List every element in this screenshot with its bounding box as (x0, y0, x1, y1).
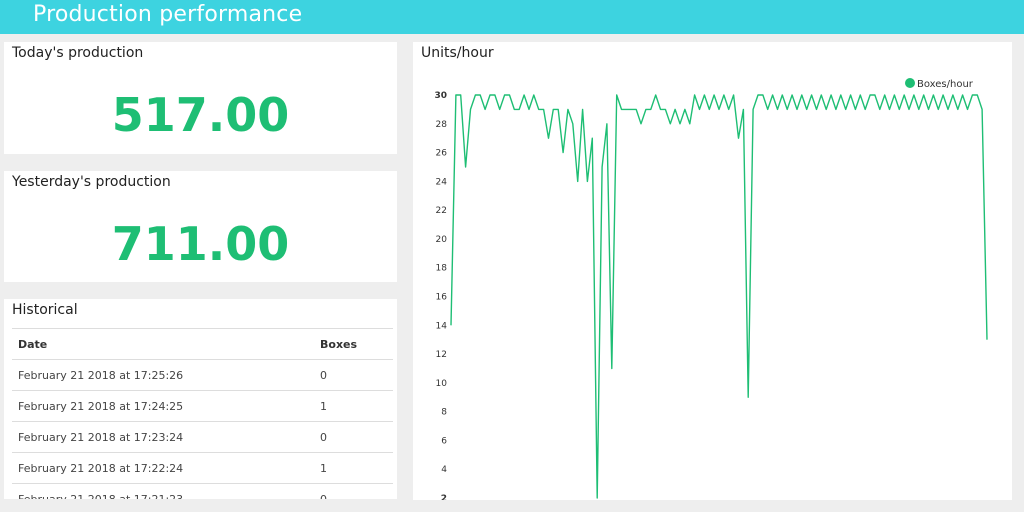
y-tick-label: 30 (434, 91, 447, 101)
chart-title: Units/hour (421, 45, 494, 61)
historical-table: Date Boxes February 21 2018 at 17:25:26 … (12, 328, 393, 499)
row-boxes: 1 (314, 390, 393, 422)
row-date: February 21 2018 at 17:23:24 (12, 421, 314, 453)
series-line-boxes-per-hour (450, 94, 988, 499)
row-date: February 21 2018 at 17:25:26 (12, 359, 314, 391)
header-bar: Production performance (0, 0, 1024, 34)
today-production-card: Today's production 517.00 (4, 42, 397, 154)
row-boxes: 0 (314, 421, 393, 453)
row-date: February 21 2018 at 17:24:25 (12, 390, 314, 422)
column-header-boxes: Boxes (314, 328, 393, 360)
y-tick-label: 26 (436, 149, 448, 159)
table-row: February 21 2018 at 17:25:26 0 (12, 359, 393, 391)
row-date: February 21 2018 at 17:21:23 (12, 483, 314, 499)
page-title: Production performance (33, 2, 303, 27)
y-tick-label: 8 (441, 408, 447, 418)
today-production-title: Today's production (12, 45, 144, 61)
y-tick-label: 14 (436, 321, 448, 331)
yesterday-production-title: Yesterday's production (12, 174, 171, 190)
y-tick-label: 12 (436, 350, 447, 360)
row-boxes: 0 (314, 359, 393, 391)
units-per-hour-chart: 30 28 26 24 22 20 18 16 14 12 10 8 6 4 2 Boxes/hour (434, 78, 988, 500)
row-boxes: 0 (314, 483, 393, 499)
units-per-hour-card: Units/hour 30 28 26 24 22 20 18 16 14 12 10 8 6 4 2 Box… (413, 42, 1012, 500)
today-production-value: 517.00 (111, 88, 290, 142)
table-row: February 21 2018 at 17:22:24 1 (12, 452, 393, 484)
table-row: February 21 2018 at 17:21:23 0 (12, 483, 393, 499)
y-tick-label: 28 (436, 120, 448, 130)
row-boxes: 1 (314, 452, 393, 484)
table-row: February 21 2018 at 17:24:25 1 (12, 390, 393, 422)
y-tick-label: 16 (436, 293, 448, 303)
legend-swatch (905, 78, 915, 88)
y-tick-label: 10 (436, 379, 448, 389)
legend-label[interactable]: Boxes/hour (917, 79, 974, 90)
yesterday-production-card: Yesterday's production 711.00 (4, 171, 397, 282)
table-row: February 21 2018 at 17:23:24 0 (12, 421, 393, 453)
y-tick-label: 22 (436, 206, 447, 216)
historical-title: Historical (12, 302, 78, 318)
y-tick-label: 18 (436, 264, 448, 274)
y-tick-label: 6 (441, 436, 447, 446)
historical-card: Historical Date Boxes February 21 2018 a… (4, 299, 397, 499)
column-header-date: Date (12, 328, 314, 360)
yesterday-production-value: 711.00 (111, 217, 290, 271)
y-tick-label: 24 (436, 177, 448, 187)
y-tick-label: 2 (441, 494, 447, 500)
y-tick-label: 20 (436, 235, 448, 245)
y-tick-label: 4 (441, 465, 447, 475)
table-header-row: Date Boxes (12, 328, 393, 360)
row-date: February 21 2018 at 17:22:24 (12, 452, 314, 484)
